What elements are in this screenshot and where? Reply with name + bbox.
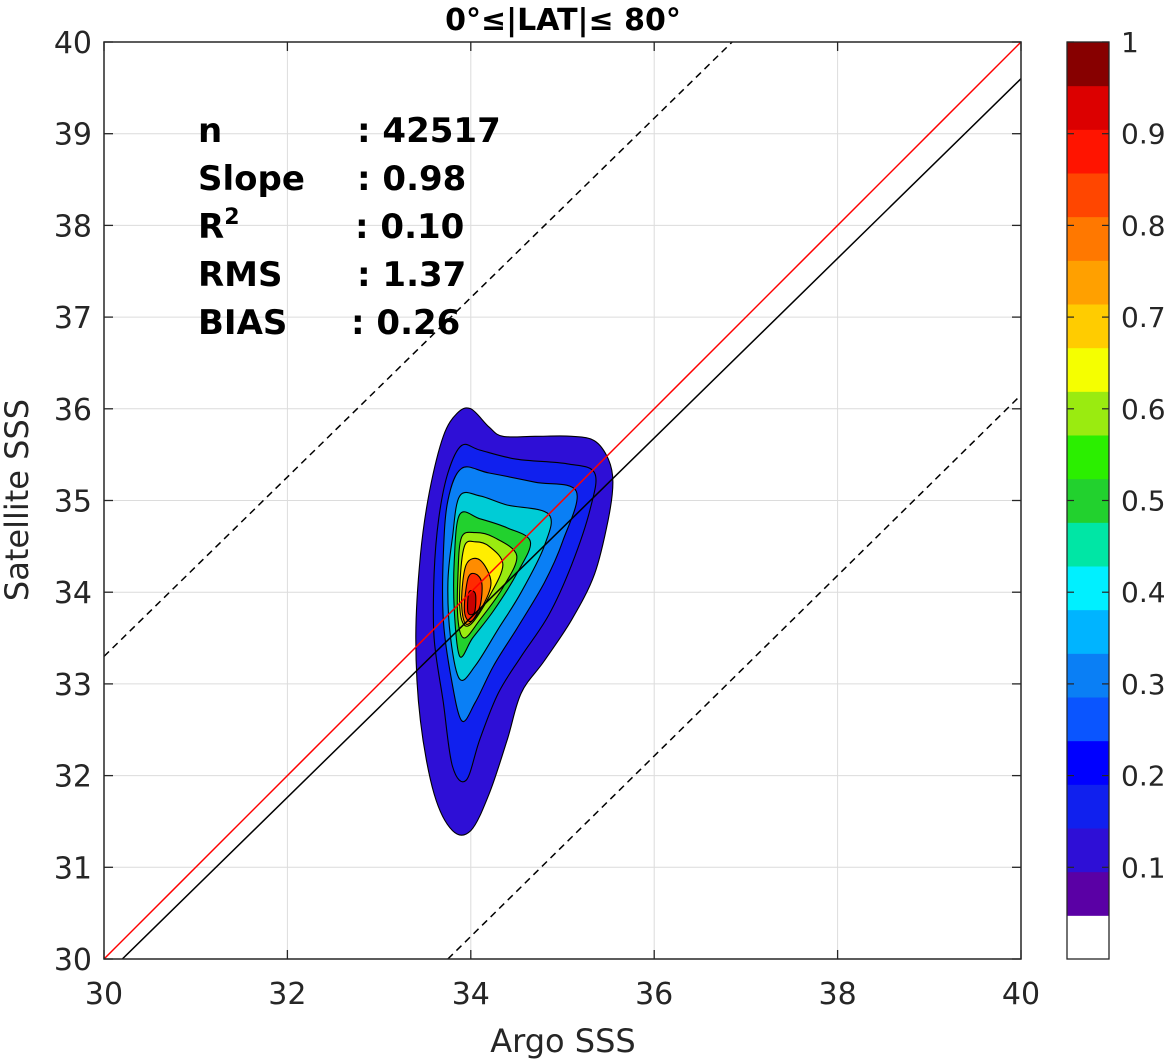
- x-axis-label: Argo SSS: [490, 1022, 635, 1060]
- lower-bound-line: [447, 394, 1022, 960]
- colorbar-swatch: [1067, 347, 1109, 392]
- fit-line: [121, 78, 1022, 960]
- colorbar-tick-label: 0.1: [1121, 851, 1166, 884]
- stat-label: R2: [198, 205, 240, 247]
- x-tick-label: 38: [819, 977, 857, 1012]
- stat-value: : 42517: [357, 111, 501, 151]
- y-tick-label: 40: [54, 26, 92, 61]
- y-tick-label: 37: [54, 301, 92, 336]
- colorbar-tick-label: 0.8: [1121, 209, 1166, 242]
- stat-value: : 0.98: [357, 159, 466, 199]
- colorbar-swatch: [1067, 173, 1109, 218]
- y-tick-label: 36: [54, 393, 92, 428]
- colorbar-swatch: [1067, 740, 1109, 785]
- colorbar: 0.1 0.2 0.3 0.4 0.5 0.6 0.7 0.8 0.9 1: [1066, 26, 1166, 960]
- colorbar-tick-label: 1: [1121, 26, 1139, 59]
- colorbar-tick-label: 0.7: [1121, 301, 1166, 334]
- y-tick-label: 39: [54, 118, 92, 153]
- axis-ticks: 30 32 34 36 38 40 30 31 32 33 34 35 36 37 38 39 40: [54, 26, 1040, 1012]
- colorbar-swatch: [1067, 566, 1109, 611]
- stat-value: : 1.37: [357, 255, 466, 295]
- colorbar-swatch: [1067, 522, 1109, 567]
- colorbar-swatch: [1067, 391, 1109, 436]
- stat-value: : 0.26: [351, 303, 460, 343]
- colorbar-tick-label: 0.5: [1121, 485, 1166, 518]
- colorbar-swatch: [1067, 871, 1109, 916]
- colorbar-swatch: [1067, 697, 1109, 742]
- y-tick-label: 35: [54, 485, 92, 520]
- y-tick-label: 38: [54, 209, 92, 244]
- contour-level-1: [467, 589, 477, 616]
- stat-label: n: [198, 111, 222, 151]
- colorbar-swatch: [1067, 260, 1109, 305]
- colorbar-swatch: [1067, 216, 1109, 261]
- colorbar-swatch: [1067, 85, 1109, 130]
- colorbar-swatch: [1067, 435, 1109, 480]
- x-tick-label: 36: [635, 977, 673, 1012]
- x-tick-label: 30: [85, 977, 123, 1012]
- upper-bound-line: [103, 41, 733, 657]
- chart-title: 0°≤|LAT|≤ 80°: [445, 3, 681, 38]
- stat-label: BIAS: [198, 303, 287, 343]
- colorbar-tick-label: 0.4: [1121, 576, 1166, 609]
- stat-label: Slope: [198, 159, 305, 199]
- x-tick-label: 40: [1002, 977, 1040, 1012]
- stats-box: n : 42517 Slope : 0.98 R2 : 0.10 RMS : 1.37 BIAS…: [198, 111, 501, 343]
- y-tick-label: 30: [54, 943, 92, 978]
- reference-lines: [103, 41, 1022, 960]
- colorbar-swatch: [1067, 129, 1109, 174]
- colorbar-swatch: [1067, 304, 1109, 349]
- contour-fills: [415, 407, 614, 836]
- x-tick-label: 34: [452, 977, 490, 1012]
- colorbar-tick-label: 0.2: [1121, 760, 1166, 793]
- colorbar-tick-label: 0.6: [1121, 393, 1166, 426]
- x-tick-label: 32: [268, 977, 306, 1012]
- colorbar-swatch: [1067, 915, 1109, 960]
- one-to-one-line: [103, 41, 1022, 960]
- y-tick-label: 31: [54, 851, 92, 886]
- colorbar-swatch: [1067, 609, 1109, 654]
- y-tick-label: 34: [54, 576, 92, 611]
- colorbar-swatch: [1067, 784, 1109, 829]
- colorbar-swatch: [1067, 828, 1109, 873]
- colorbar-tick-label: 0.9: [1121, 118, 1166, 151]
- y-tick-label: 32: [54, 760, 92, 795]
- y-tick-label: 33: [54, 668, 92, 703]
- colorbar-tick-label: 0.3: [1121, 668, 1166, 701]
- colorbar-swatch: [1067, 653, 1109, 698]
- y-axis-label: Satellite SSS: [0, 399, 36, 601]
- colorbar-swatch: [1067, 42, 1109, 87]
- stat-value: : 0.10: [355, 207, 464, 247]
- stat-label: RMS: [198, 255, 283, 295]
